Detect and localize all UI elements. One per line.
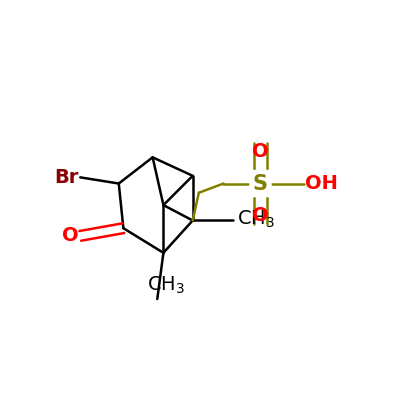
Text: O: O	[62, 226, 79, 245]
Text: Br: Br	[54, 168, 79, 187]
Text: O: O	[252, 142, 269, 161]
Text: CH$_3$: CH$_3$	[148, 275, 186, 296]
Text: CH$_3$: CH$_3$	[237, 208, 275, 230]
Text: OH: OH	[305, 174, 338, 193]
Text: O: O	[252, 206, 269, 225]
Text: S: S	[253, 174, 268, 194]
